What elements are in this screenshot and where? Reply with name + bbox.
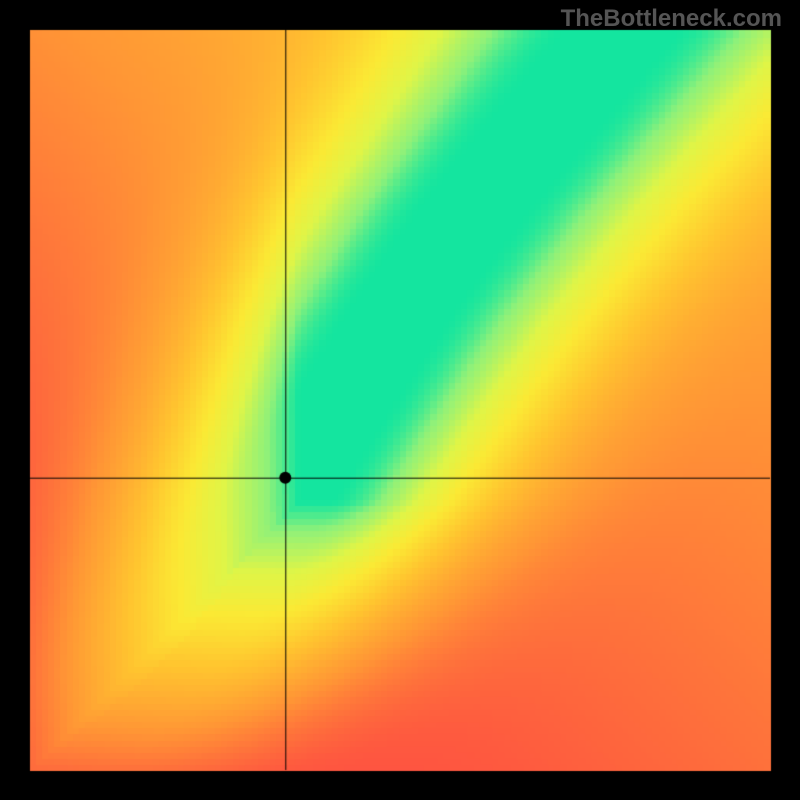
chart-container: TheBottleneck.com (0, 0, 800, 800)
watermark-text: TheBottleneck.com (561, 5, 782, 33)
bottleneck-heatmap (0, 0, 800, 800)
